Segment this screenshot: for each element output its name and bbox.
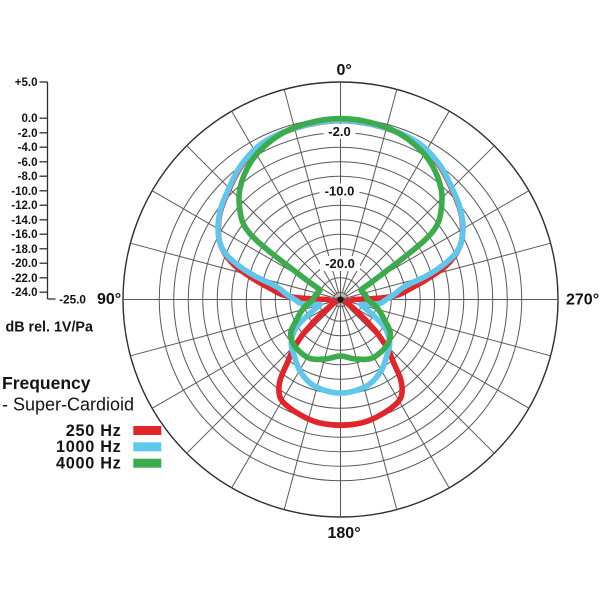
svg-text:0.0: 0.0 (22, 113, 38, 125)
svg-text:-18.0: -18.0 (11, 244, 37, 256)
svg-text:+5.0: +5.0 (15, 77, 38, 89)
svg-text:-2.0: -2.0 (328, 124, 350, 139)
svg-text:-8.0: -8.0 (18, 171, 38, 183)
svg-text:-16.0: -16.0 (11, 229, 37, 241)
svg-text:180°: 180° (328, 525, 361, 542)
svg-text:-4.0: -4.0 (18, 142, 38, 154)
svg-text:-2.0: -2.0 (18, 128, 38, 140)
svg-text:- Super-Cardioid: - Super-Cardioid (2, 395, 134, 415)
svg-text:250 Hz: 250 Hz (66, 422, 122, 440)
svg-text:-14.0: -14.0 (11, 215, 37, 227)
svg-text:-24.0: -24.0 (11, 287, 37, 299)
svg-text:-25.0: -25.0 (59, 293, 86, 307)
svg-text:0°: 0° (337, 62, 352, 79)
svg-text:4000 Hz: 4000 Hz (56, 455, 122, 473)
svg-text:-6.0: -6.0 (18, 157, 38, 169)
svg-text:-20.0: -20.0 (325, 256, 355, 271)
svg-text:-10.0: -10.0 (11, 186, 37, 198)
svg-text:Frequency: Frequency (2, 373, 91, 393)
svg-text:90°: 90° (97, 291, 121, 308)
svg-text:-20.0: -20.0 (11, 258, 37, 270)
svg-text:1000 Hz: 1000 Hz (56, 438, 122, 456)
svg-text:270°: 270° (566, 292, 599, 309)
svg-text:-22.0: -22.0 (11, 273, 37, 285)
svg-text:-12.0: -12.0 (11, 200, 37, 212)
svg-text:-10.0: -10.0 (325, 184, 355, 199)
svg-text:dB rel. 1V/Pa: dB rel. 1V/Pa (6, 320, 94, 336)
